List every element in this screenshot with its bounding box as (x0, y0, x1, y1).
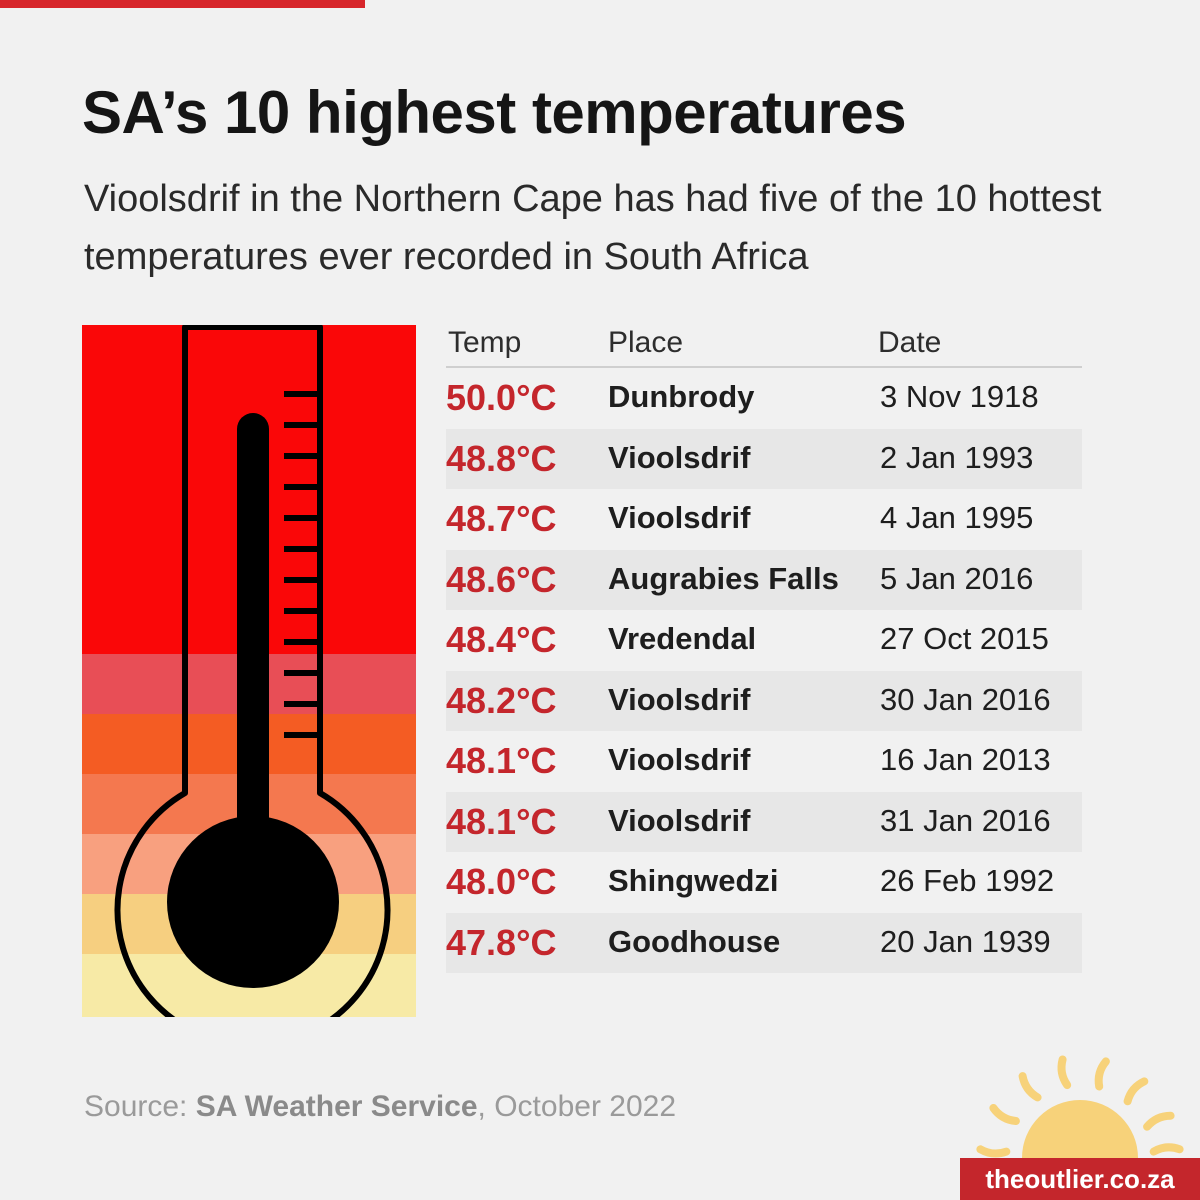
row-place: Dunbrody (608, 379, 755, 414)
row-date: 2 Jan 1993 (880, 439, 1034, 475)
sun-ray (1057, 1055, 1072, 1090)
table-row: 48.2°C Vioolsdrif 30 Jan 2016 (446, 670, 1082, 731)
chart-subtitle: Vioolsdrif in the Northern Cape has had … (84, 178, 1102, 278)
row-date: 31 Jan 2016 (880, 802, 1051, 838)
row-temp: 48.0°C (446, 861, 557, 902)
table-header: Temp Place Date (446, 318, 1082, 368)
row-place: Vioolsdrif (608, 681, 751, 717)
sun-ray (1149, 1143, 1184, 1156)
table-row: 47.8°C Goodhouse 20 Jan 1939 (446, 912, 1082, 973)
sun-icon (976, 1055, 1184, 1160)
chart-title: SA’s 10 highest temperatures (82, 79, 907, 146)
sun-ray (1143, 1111, 1175, 1131)
header-date: Date (878, 326, 942, 359)
row-temp: 50.0°C (446, 377, 557, 418)
sun-disc (1022, 1100, 1138, 1160)
temperature-table: Temp Place Date 50.0°C Dunbrody 3 Nov 19… (446, 318, 1082, 973)
table-row: 48.1°C Vioolsdrif 16 Jan 2013 (446, 731, 1082, 792)
thermometer-tick (284, 422, 318, 428)
row-place: Goodhouse (608, 923, 781, 959)
row-date: 5 Jan 2016 (880, 560, 1034, 596)
thermometer-ticks (284, 391, 318, 738)
table-row: 48.6°C Augrabies Falls 5 Jan 2016 (446, 549, 1082, 610)
row-date: 30 Jan 2016 (880, 681, 1051, 717)
sun-ray (976, 1145, 1011, 1158)
row-place: Augrabies Falls (608, 560, 839, 596)
thermometer-mercury (237, 413, 269, 833)
source-suffix: , October 2022 (477, 1090, 677, 1123)
thermometer-tick (284, 608, 318, 614)
thermometer-tick (284, 546, 318, 552)
row-place: Vredendal (608, 621, 757, 656)
row-place: Shingwedzi (608, 863, 779, 898)
thermometer-icon (82, 325, 416, 1017)
thermometer-tick (284, 577, 318, 583)
thermometer-bulb (167, 816, 339, 988)
brand-logo: theoutlier.co.za (960, 1158, 1200, 1200)
thermometer-tick (284, 391, 318, 397)
row-date: 27 Oct 2015 (880, 621, 1049, 656)
row-temp: 48.2°C (446, 679, 557, 721)
table-row: 50.0°C Dunbrody 3 Nov 1918 (446, 368, 1082, 429)
sun-ray (1123, 1077, 1149, 1106)
source-note: Source: SA Weather Service, October 2022 (84, 1090, 676, 1124)
row-date: 3 Nov 1918 (880, 379, 1039, 414)
thermometer-tick (284, 453, 318, 459)
table-row: 48.0°C Shingwedzi 26 Feb 1992 (446, 852, 1082, 913)
source-name: SA Weather Service (195, 1090, 478, 1123)
row-temp: 48.8°C (446, 437, 557, 479)
table-row: 48.8°C Vioolsdrif 2 Jan 1993 (446, 428, 1082, 489)
sun-rays (976, 1055, 1184, 1158)
row-temp: 47.8°C (446, 921, 557, 963)
row-date: 16 Jan 2013 (880, 742, 1051, 777)
header-temp: Temp (448, 326, 522, 359)
thermometer-tick (284, 670, 318, 676)
table-row: 48.7°C Vioolsdrif 4 Jan 1995 (446, 489, 1082, 550)
row-place: Vioolsdrif (608, 500, 751, 535)
row-temp: 48.4°C (446, 619, 557, 660)
row-date: 26 Feb 1992 (880, 863, 1055, 898)
header-place: Place (608, 326, 684, 359)
thermometer-tick (284, 639, 318, 645)
row-date: 20 Jan 1939 (880, 923, 1051, 959)
thermometer-tick (284, 484, 318, 490)
row-place: Vioolsdrif (608, 439, 751, 475)
row-place: Vioolsdrif (608, 742, 751, 777)
table-row: 48.1°C Vioolsdrif 31 Jan 2016 (446, 791, 1082, 852)
sun-ray (1094, 1057, 1110, 1091)
source-prefix: Source: (84, 1090, 196, 1123)
thermometer-tick (284, 701, 318, 707)
row-temp: 48.1°C (446, 740, 557, 781)
table-row: 48.4°C Vredendal 27 Oct 2015 (446, 610, 1082, 671)
thermometer-tick (284, 515, 318, 521)
sun-ray (1018, 1072, 1042, 1102)
row-temp: 48.1°C (446, 800, 557, 842)
thermometer-outline (114, 325, 391, 1017)
top-accent-bar (0, 0, 365, 8)
row-place: Vioolsdrif (608, 802, 751, 838)
row-temp: 48.7°C (446, 498, 557, 539)
row-date: 4 Jan 1995 (880, 500, 1034, 535)
sun-ray (989, 1104, 1020, 1125)
row-temp: 48.6°C (446, 558, 557, 600)
thermometer-tick (284, 732, 318, 738)
